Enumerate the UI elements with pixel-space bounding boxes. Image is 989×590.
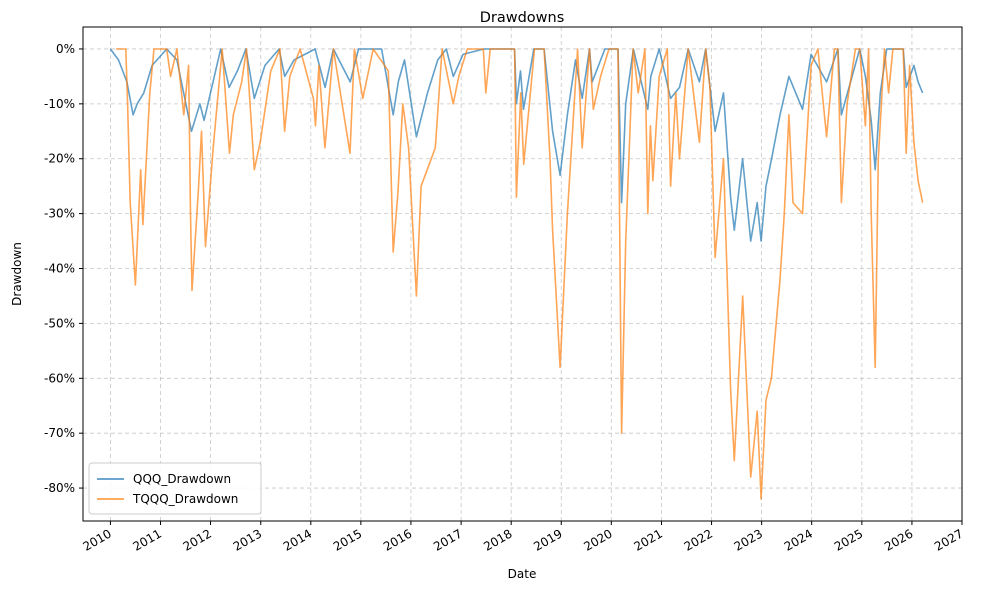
y-tick-label: -10% <box>44 97 75 111</box>
x-axis-title: Date <box>508 567 537 581</box>
y-tick-label: -20% <box>44 152 75 166</box>
legend: QQQ_Drawdown TQQQ_Drawdown <box>88 462 262 515</box>
y-tick-label: -60% <box>44 371 75 385</box>
y-tick-label: -70% <box>44 426 75 440</box>
legend-box <box>88 462 262 515</box>
chart-title: Drawdowns <box>480 10 565 26</box>
y-tick-label: 0% <box>56 42 75 56</box>
plot-frame <box>82 26 963 522</box>
y-tick-label: -50% <box>44 316 75 330</box>
series-layer <box>109 48 924 500</box>
legend-label-qqq: QQQ_Drawdown <box>133 472 231 486</box>
series-line-tqqq-drawdown <box>116 48 924 500</box>
y-tick-label: -40% <box>44 262 75 276</box>
legend-label-tqqq: TQQQ_Drawdown <box>132 492 238 506</box>
y-tick-label: -80% <box>44 481 75 495</box>
y-axis-title: Drawdown <box>10 242 24 306</box>
y-axis: 0% -10% -20% -30% -40% -50% -60% -70% -80% <box>44 42 83 495</box>
y-tick-label: -30% <box>44 207 75 221</box>
